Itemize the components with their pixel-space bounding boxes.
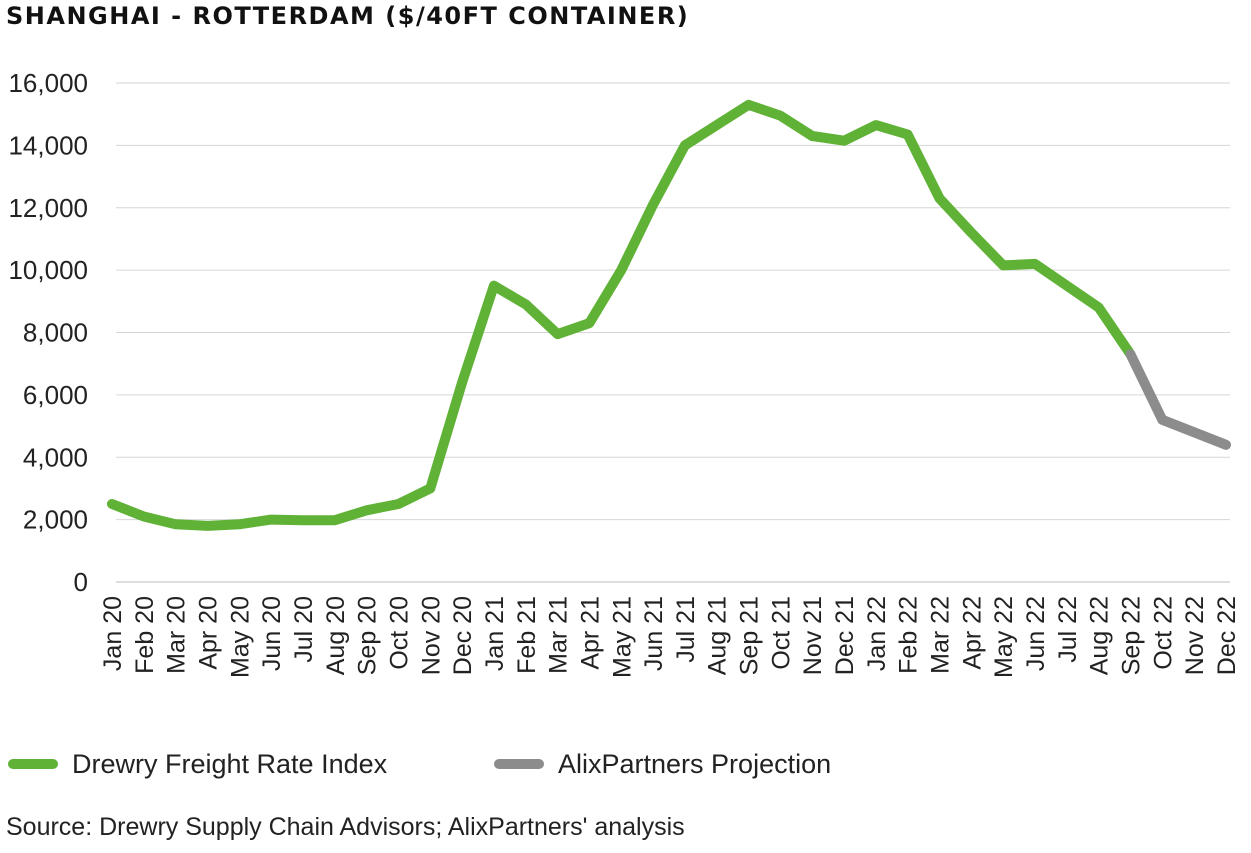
x-tick-label: Feb 22 xyxy=(895,596,923,674)
x-tick-label: Sep 20 xyxy=(354,596,382,675)
x-tick-label: Feb 21 xyxy=(513,596,541,674)
line-chart: 0 2,000 4,000 6,000 8,000 10,000 12,000 14,000 1… xyxy=(8,68,1241,678)
x-tick-label: Oct 21 xyxy=(767,596,795,670)
x-axis-tick-labels: Jan 20 Feb 20 Mar 20 Apr 20 May 20 Jun 20 Jul … xyxy=(99,596,1241,678)
legend-item-alixpartners: AlixPartners Projection xyxy=(494,746,831,782)
y-tick-label: 6,000 xyxy=(23,380,88,410)
data-point xyxy=(1098,307,1100,309)
x-tick-label: Mar 21 xyxy=(545,596,573,674)
y-tick-label: 2,000 xyxy=(23,505,88,535)
x-tick-label: Nov 22 xyxy=(1181,596,1209,675)
data-point xyxy=(1130,353,1132,355)
source-note: Source: Drewry Supply Chain Advisors; Al… xyxy=(6,813,685,841)
x-tick-label: Apr 21 xyxy=(576,596,604,670)
data-point xyxy=(811,135,813,137)
legend-swatch-drewry xyxy=(8,759,58,769)
legend-label-alixpartners: AlixPartners Projection xyxy=(558,748,832,779)
x-tick-label: Oct 22 xyxy=(1149,596,1177,670)
data-point xyxy=(843,140,845,142)
x-tick-label: Apr 22 xyxy=(958,596,986,670)
data-point xyxy=(1066,285,1068,287)
data-point xyxy=(1161,419,1163,421)
data-point xyxy=(334,519,336,521)
legend-label-drewry: Drewry Freight Rate Index xyxy=(72,748,388,779)
x-tick-label: Mar 22 xyxy=(927,596,955,674)
data-point xyxy=(429,487,431,489)
x-tick-label: May 20 xyxy=(226,596,254,678)
y-tick-label: 8,000 xyxy=(23,318,88,348)
data-point xyxy=(652,204,654,206)
gridlines xyxy=(116,82,1230,583)
x-tick-label: Oct 20 xyxy=(385,596,413,670)
x-tick-label: Nov 20 xyxy=(417,596,445,675)
y-tick-label: 16,000 xyxy=(8,68,88,98)
data-point xyxy=(1225,444,1227,446)
x-tick-label: Dec 22 xyxy=(1213,596,1241,675)
data-point xyxy=(907,133,909,135)
x-tick-label: Jun 20 xyxy=(258,596,286,671)
data-point xyxy=(461,381,463,383)
data-point xyxy=(970,232,972,234)
data-point xyxy=(493,285,495,287)
data-point xyxy=(366,509,368,511)
x-tick-label: Jul 20 xyxy=(290,596,318,663)
x-tick-label: Nov 21 xyxy=(799,596,827,675)
data-point xyxy=(397,503,399,505)
x-tick-label: Jan 22 xyxy=(863,596,891,671)
x-tick-label: Jan 21 xyxy=(481,596,509,671)
data-point xyxy=(779,115,781,117)
series-lines xyxy=(107,99,1231,531)
y-tick-label: 0 xyxy=(74,567,88,597)
x-tick-label: Dec 20 xyxy=(449,596,477,675)
legend-swatch-alixpartners xyxy=(494,759,544,769)
x-tick-label: Aug 22 xyxy=(1086,596,1114,675)
data-point xyxy=(588,322,590,324)
series-line-drewry xyxy=(107,99,1136,531)
data-point xyxy=(302,519,304,521)
x-tick-label: Aug 20 xyxy=(322,596,350,675)
x-tick-label: Aug 21 xyxy=(704,596,732,675)
x-tick-label: Sep 21 xyxy=(736,596,764,675)
series-line-alixpartners xyxy=(1125,349,1231,450)
data-point xyxy=(206,525,208,527)
y-axis-tick-labels: 0 2,000 4,000 6,000 8,000 10,000 12,000 14,000 1… xyxy=(8,68,88,597)
x-tick-label: Jan 20 xyxy=(99,596,127,671)
x-tick-label: Sep 22 xyxy=(1118,596,1146,675)
data-point xyxy=(716,124,718,126)
data-point xyxy=(111,503,113,505)
x-tick-label: Jul 21 xyxy=(672,596,700,663)
x-tick-label: Mar 20 xyxy=(163,596,191,674)
data-point xyxy=(557,333,559,335)
data-point xyxy=(270,519,272,521)
y-tick-label: 14,000 xyxy=(8,130,88,160)
x-tick-label: May 22 xyxy=(990,596,1018,678)
x-tick-label: Jun 21 xyxy=(640,596,668,671)
data-point xyxy=(1193,431,1195,433)
data-point xyxy=(939,197,941,199)
legend-item-drewry: Drewry Freight Rate Index xyxy=(8,746,387,782)
data-point xyxy=(525,303,527,305)
y-tick-label: 10,000 xyxy=(8,255,88,285)
chart-title: SHANGHAI - ROTTERDAM ($/40FT CONTAINER) xyxy=(6,2,690,30)
data-point xyxy=(1034,263,1036,265)
x-tick-label: Feb 20 xyxy=(131,596,159,674)
data-point xyxy=(1002,264,1004,266)
data-point xyxy=(620,269,622,271)
x-tick-label: May 21 xyxy=(608,596,636,678)
data-point xyxy=(875,124,877,126)
data-point xyxy=(175,523,177,525)
data-point xyxy=(143,516,145,518)
x-tick-label: Jun 22 xyxy=(1022,596,1050,671)
data-point xyxy=(684,144,686,146)
data-point xyxy=(748,104,750,106)
x-tick-label: Jul 22 xyxy=(1054,596,1082,663)
data-point xyxy=(238,523,240,525)
y-tick-label: 12,000 xyxy=(8,193,88,223)
x-tick-label: Dec 21 xyxy=(831,596,859,675)
y-tick-label: 4,000 xyxy=(23,442,88,472)
x-tick-label: Apr 20 xyxy=(194,596,222,670)
